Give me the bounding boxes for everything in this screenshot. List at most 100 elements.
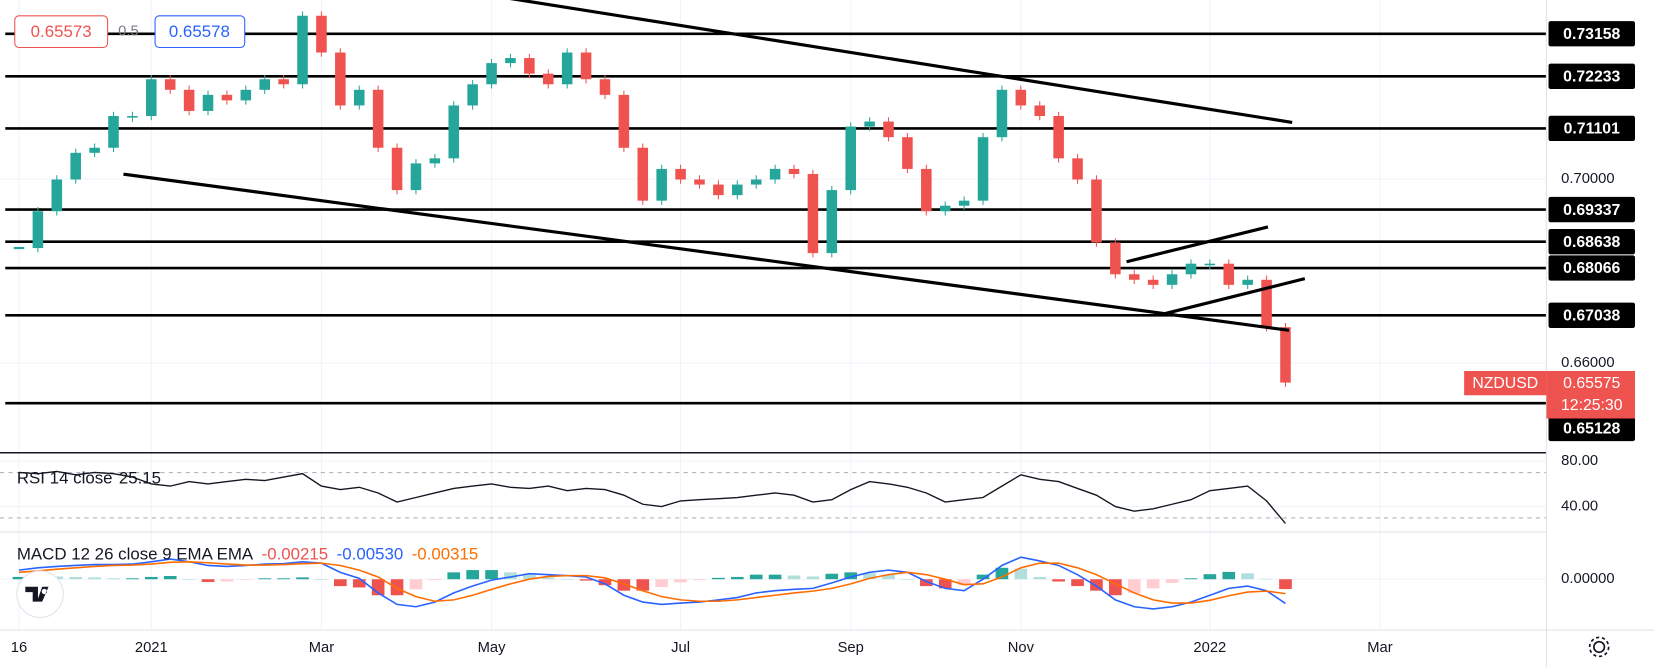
candle — [618, 94, 630, 148]
histogram-bar — [938, 579, 952, 589]
candle — [788, 168, 800, 174]
settings-icon[interactable] — [1588, 636, 1610, 658]
symbol-badge — [1464, 370, 1547, 396]
last-price: 0.65575 — [1563, 375, 1620, 392]
candle — [1280, 327, 1291, 383]
x-tick-label: 2021 — [135, 640, 168, 656]
histogram-bar — [334, 579, 347, 587]
candle — [1261, 279, 1272, 328]
histogram-bar — [144, 576, 158, 580]
candle — [977, 137, 989, 201]
candle — [486, 63, 497, 85]
logo — [16, 570, 64, 618]
candle — [335, 52, 346, 106]
x-tick-label: Mar — [1367, 640, 1393, 656]
histogram-bar — [447, 572, 461, 580]
histogram-bar — [655, 579, 669, 588]
histogram-bar — [1222, 571, 1236, 580]
histogram-bar — [844, 572, 858, 580]
y-tick-label: 80.00 — [1561, 453, 1598, 469]
histogram-bar — [1260, 578, 1273, 580]
histogram-bar — [1014, 568, 1028, 580]
histogram-bar — [428, 579, 442, 581]
level-label: 0.68638 — [1563, 234, 1620, 251]
candle — [921, 168, 932, 212]
candle — [1128, 274, 1140, 280]
candle — [410, 163, 422, 191]
candle — [240, 89, 252, 101]
candle — [32, 211, 44, 249]
candle — [1147, 279, 1159, 285]
level-label: 0.71101 — [1564, 121, 1620, 138]
indicator-title: MACD 12 26 close 9 EMA EMA — [17, 545, 254, 564]
candle — [675, 168, 686, 180]
candle — [939, 205, 951, 212]
histogram-bar — [220, 579, 234, 582]
histogram-bar — [787, 575, 801, 580]
candle — [1204, 263, 1216, 266]
histogram-bar — [126, 578, 139, 580]
candle — [259, 79, 270, 90]
candle — [996, 89, 1008, 138]
histogram-bar — [390, 579, 404, 596]
level-label-box — [1548, 63, 1636, 89]
histogram-bar — [919, 579, 933, 587]
histogram-bar — [1203, 574, 1217, 580]
candle — [694, 179, 705, 185]
indicator-value: 25.15 — [119, 469, 161, 488]
histogram-bar — [1146, 579, 1160, 589]
level-label: 0.68066 — [1563, 260, 1620, 277]
level-label: 0.69337 — [1563, 202, 1620, 219]
bid-box[interactable] — [14, 15, 109, 49]
candle — [826, 190, 838, 254]
histogram-bar — [107, 578, 120, 580]
candle — [1072, 158, 1083, 180]
candle — [467, 84, 478, 106]
candle — [1166, 274, 1178, 285]
candle — [183, 89, 195, 111]
x-tick-label: Nov — [1008, 640, 1035, 656]
candle — [221, 94, 233, 101]
candle — [958, 200, 970, 206]
x-tick-label: 16 — [11, 640, 27, 656]
histogram-bar — [1071, 579, 1084, 587]
candle — [429, 158, 441, 164]
candle — [807, 173, 819, 254]
rsi-line — [18, 470, 1286, 524]
candle — [542, 73, 554, 85]
level-label-box — [1548, 415, 1636, 442]
indicator-title: RSI 14 close — [17, 469, 113, 488]
candle — [713, 184, 724, 196]
indicator-value: -0.00530 — [337, 545, 404, 564]
histogram-bar — [315, 579, 328, 580]
candle — [1015, 89, 1027, 106]
candle — [1223, 263, 1235, 285]
histogram-bar — [579, 579, 593, 581]
x-tick-label: 2022 — [1193, 640, 1226, 656]
ask-box[interactable] — [154, 15, 246, 49]
macd-line — [18, 556, 1286, 610]
trend-line — [509, 0, 1293, 124]
candle — [391, 147, 403, 191]
ask-price: 0.65578 — [169, 22, 230, 41]
histogram-bar — [485, 570, 498, 580]
y-tick-label: 40.00 — [1561, 498, 1598, 514]
countdown: 12:25:30 — [1561, 397, 1623, 414]
histogram-bar — [277, 578, 290, 580]
level-label-box — [1548, 255, 1636, 281]
level-label-box — [1548, 196, 1636, 223]
candle — [902, 137, 913, 169]
histogram-bar — [163, 576, 177, 580]
candle — [1053, 116, 1064, 159]
level-label-box — [1548, 229, 1636, 255]
histogram-bar — [693, 579, 706, 581]
candle — [637, 147, 649, 201]
candle — [448, 105, 460, 159]
histogram-bar — [88, 577, 101, 580]
histogram-bar — [201, 579, 215, 582]
histogram-bar — [258, 578, 272, 580]
spread: 0.5 — [118, 24, 139, 40]
trend-line — [1165, 277, 1306, 315]
